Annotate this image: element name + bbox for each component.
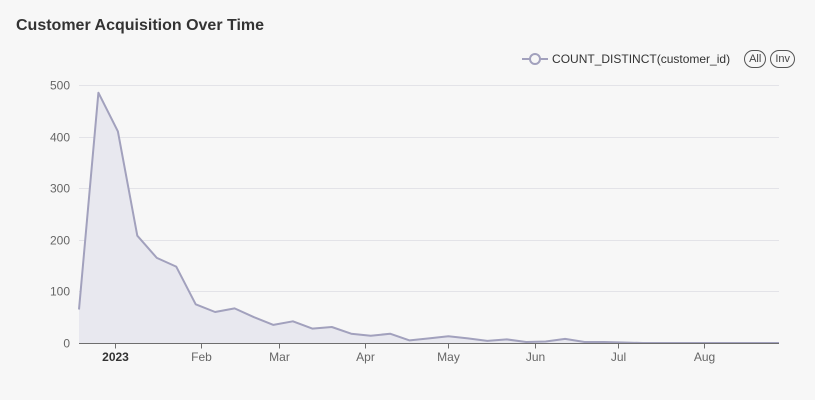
y-tick-label: 300 — [50, 182, 70, 196]
grid-lines — [79, 85, 779, 292]
legend-series-label[interactable]: COUNT_DISTINCT(customer_id) — [552, 52, 731, 66]
x-tick-label: 2023 — [102, 350, 129, 364]
y-tick-label: 0 — [63, 337, 70, 351]
y-tick-label: 500 — [50, 79, 70, 93]
x-tick-label: Feb — [191, 350, 212, 364]
x-tick-label: Mar — [269, 350, 290, 364]
x-tick-label: Jul — [611, 350, 626, 364]
x-tick-label: May — [437, 350, 460, 364]
x-tick-label: Aug — [694, 350, 715, 364]
y-axis-tick-labels: 0 100 200 300 400 500 — [50, 79, 70, 351]
series-area-fill — [79, 92, 779, 343]
x-axis-tick-labels: 2023 Feb Mar Apr May Jun Jul Aug — [102, 350, 715, 364]
legend: COUNT_DISTINCT(customer_id) All Inv — [522, 49, 795, 69]
legend-invert-selection-button[interactable]: Inv — [770, 50, 795, 68]
y-tick-label: 400 — [50, 131, 70, 145]
x-tick-label: Apr — [356, 350, 375, 364]
legend-series-marker-icon[interactable] — [522, 53, 549, 65]
x-axis — [79, 343, 779, 349]
y-tick-label: 100 — [50, 285, 70, 299]
series-area — [78, 91, 779, 344]
x-tick-label: Jun — [526, 350, 545, 364]
legend-select-all-button[interactable]: All — [744, 50, 767, 68]
chart-title: Customer Acquisition Over Time — [16, 17, 265, 34]
y-tick-label: 200 — [50, 234, 70, 248]
